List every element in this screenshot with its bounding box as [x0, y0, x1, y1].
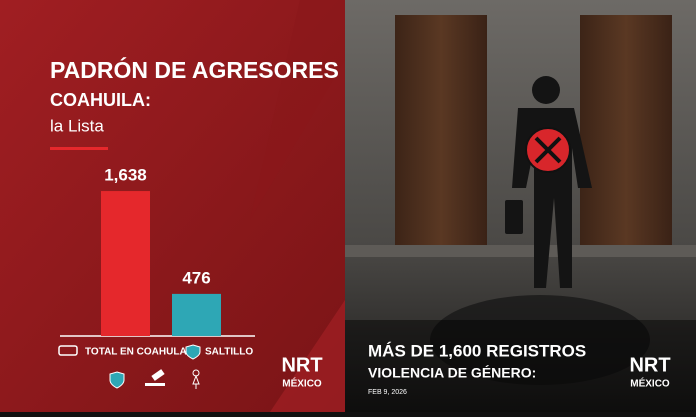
underline — [50, 147, 108, 150]
headline: MÁS DE 1,600 REGISTROS — [368, 341, 586, 360]
legend-label: TOTAL EN COAHULA — [85, 347, 187, 358]
car-icon — [58, 345, 78, 356]
logo-country: MÉXICO — [630, 377, 670, 390]
shield-icon — [109, 371, 125, 389]
decor — [270, 300, 345, 412]
logo-country: MÉXICO — [282, 377, 322, 390]
shade — [345, 320, 696, 412]
logo: NRT — [629, 354, 670, 376]
value-label: 476 — [182, 268, 210, 287]
x-mark — [534, 136, 562, 164]
subhead: VIOLENCIA DE GÉNERO: — [368, 365, 536, 381]
gavel-icon — [145, 369, 165, 386]
bar — [101, 191, 150, 336]
subtitle: COAHUILA: — [50, 90, 151, 110]
decor — [250, 0, 345, 220]
step — [345, 245, 696, 257]
female-icon — [192, 369, 200, 389]
legend — [58, 344, 201, 360]
bar — [172, 293, 221, 336]
door — [395, 15, 487, 245]
value-label: 1,638 — [104, 166, 147, 185]
legend-label: SALTILLO — [205, 347, 253, 358]
date: FEB 9, 2026 — [368, 389, 407, 396]
logo: NRT — [281, 354, 322, 376]
subtitle-2: la Lista — [50, 116, 104, 135]
door — [580, 15, 672, 245]
shield-icon — [185, 344, 201, 360]
title: PADRÓN DE AGRESORES — [50, 56, 339, 83]
